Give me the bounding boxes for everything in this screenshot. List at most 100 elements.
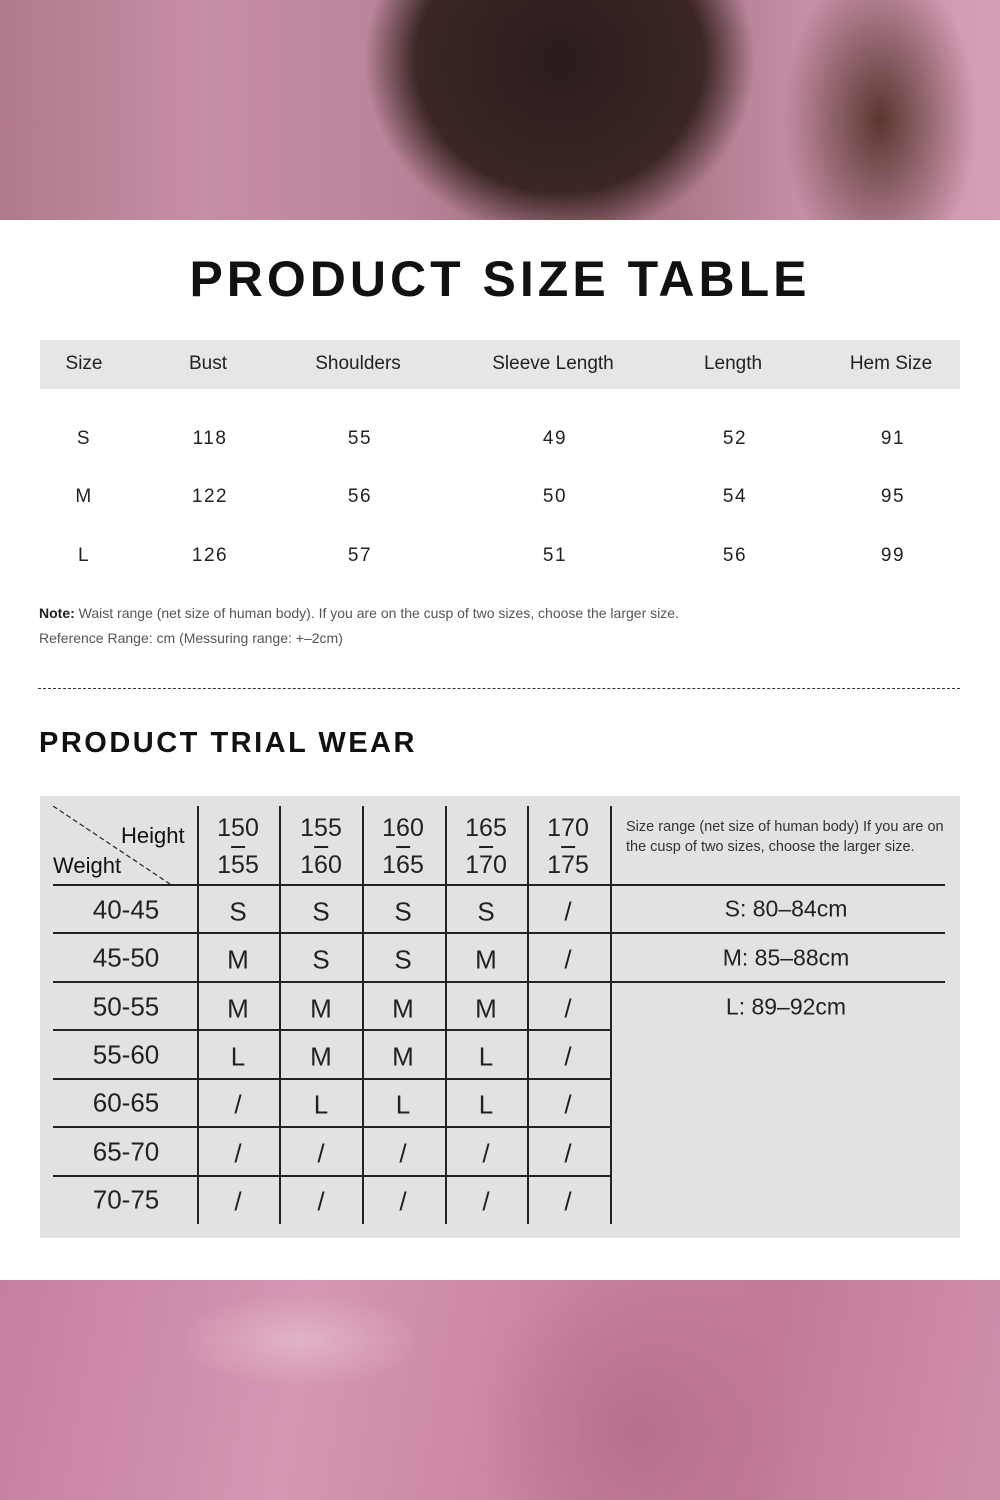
weight-label: 55-60 [92, 1039, 160, 1070]
size-cell: M [392, 1041, 414, 1072]
size-table-header [40, 340, 960, 389]
size-cell: S [312, 896, 330, 927]
table-cell: 57 [347, 545, 373, 566]
size-cell: / [317, 1138, 325, 1168]
product-photo-bottom [0, 1280, 1000, 1500]
range-dash [396, 846, 410, 848]
range-dash [479, 846, 493, 848]
size-cell: / [564, 1089, 572, 1120]
column-header: Sleeve Length [492, 353, 614, 374]
table-cell: L [77, 545, 91, 566]
grid-line-vertical [610, 806, 612, 1224]
table-cell: 49 [542, 428, 568, 449]
size-cell: S [394, 944, 412, 975]
size-cell: / [564, 1138, 572, 1168]
grid-line-vertical [197, 806, 199, 1224]
size-cell: / [399, 1186, 407, 1217]
height-to: 170 [465, 851, 507, 879]
size-cell: / [399, 1138, 407, 1168]
table-cell: 51 [542, 545, 568, 566]
grid-line-horizontal [53, 981, 945, 983]
size-cell: / [564, 1041, 572, 1072]
size-cell: M [227, 993, 249, 1024]
size-cell: L [478, 1089, 494, 1120]
trial-wear-title: PRODUCT TRIAL WEAR [39, 727, 417, 759]
size-table-title: PRODUCT SIZE TABLE [189, 251, 811, 307]
table-cell: 99 [880, 545, 906, 566]
height-from: 150 [217, 814, 259, 842]
size-range: S: 80–84cm [724, 895, 848, 922]
height-from: 160 [382, 814, 424, 842]
size-cell: / [317, 1186, 325, 1217]
height-from: 170 [547, 814, 589, 842]
table-cell: 52 [722, 428, 748, 449]
size-cell: / [564, 1186, 572, 1217]
table-cell: S [76, 428, 92, 449]
note: Note: Waist range (net size of human bod… [39, 605, 679, 621]
weight-label: 70-75 [92, 1184, 160, 1215]
grid-line-vertical [445, 806, 447, 1224]
size-cell: / [564, 993, 572, 1024]
size-cell: M [475, 993, 497, 1024]
weight-label: 50-55 [92, 991, 160, 1022]
size-cell: L [313, 1089, 329, 1120]
height-header: 150 155 [217, 810, 259, 884]
size-cell: / [564, 896, 572, 927]
table-cell: 91 [880, 428, 906, 449]
range-dash [231, 846, 245, 848]
weight-label: 60-65 [92, 1087, 160, 1118]
table-cell: 54 [722, 486, 748, 507]
grid-line-vertical [362, 806, 364, 1224]
size-cell: / [234, 1138, 242, 1168]
corner-weight-label: Weight [53, 853, 122, 878]
size-cell: S [477, 896, 495, 927]
grid-line-horizontal [53, 1078, 610, 1080]
size-cell: L [478, 1041, 494, 1072]
table-cell: 95 [880, 486, 906, 507]
height-header: 165 170 [465, 810, 507, 884]
weight-label: 40-45 [92, 894, 160, 925]
note-label: Note: [39, 605, 75, 621]
height-header: 160 165 [382, 810, 424, 884]
column-header: Size [65, 353, 103, 374]
height-header: 155 160 [300, 810, 342, 884]
height-to: 165 [382, 851, 424, 879]
table-cell: 118 [192, 428, 228, 449]
height-to: 160 [300, 851, 342, 879]
weight-label: 45-50 [92, 942, 160, 973]
table-cell: 55 [347, 428, 373, 449]
size-cell: / [234, 1186, 242, 1217]
size-cell: M [392, 993, 414, 1024]
table-cell: 50 [542, 486, 568, 507]
grid-line-vertical [527, 806, 529, 1224]
table-cell: 122 [191, 486, 229, 507]
size-cell: / [234, 1089, 242, 1120]
table-cell: 126 [191, 545, 229, 566]
column-header: Shoulders [315, 353, 401, 374]
height-header: 170 175 [547, 810, 589, 884]
note-text: Waist range (net size of human body). If… [78, 605, 679, 621]
grid-line-vertical [279, 806, 281, 1224]
weight-label: 65-70 [92, 1136, 160, 1166]
range-dash [561, 846, 575, 848]
grid-line-horizontal [53, 932, 945, 934]
size-cell: / [482, 1186, 490, 1217]
grid-line-horizontal [53, 1029, 610, 1031]
size-cell: M [310, 993, 332, 1024]
reference-range: Reference Range: cm (Messuring range: +–… [39, 630, 343, 646]
grid-line-horizontal [53, 1126, 610, 1128]
size-range: L: 89–92cm [725, 993, 847, 1020]
height-from: 165 [465, 814, 507, 842]
size-cell: L [395, 1089, 411, 1120]
height-to: 175 [547, 851, 589, 879]
table-cell: 56 [722, 545, 748, 566]
column-header: Length [703, 353, 763, 374]
size-cell: S [229, 896, 247, 927]
table-cell: 56 [347, 486, 373, 507]
grid-line-horizontal [53, 1175, 610, 1177]
size-cell: S [312, 944, 330, 975]
column-header: Hem Size [849, 353, 933, 374]
trial-wear-table [40, 796, 960, 1238]
size-range: M: 85–88cm [722, 944, 850, 971]
corner-height-label: Height [121, 823, 185, 848]
